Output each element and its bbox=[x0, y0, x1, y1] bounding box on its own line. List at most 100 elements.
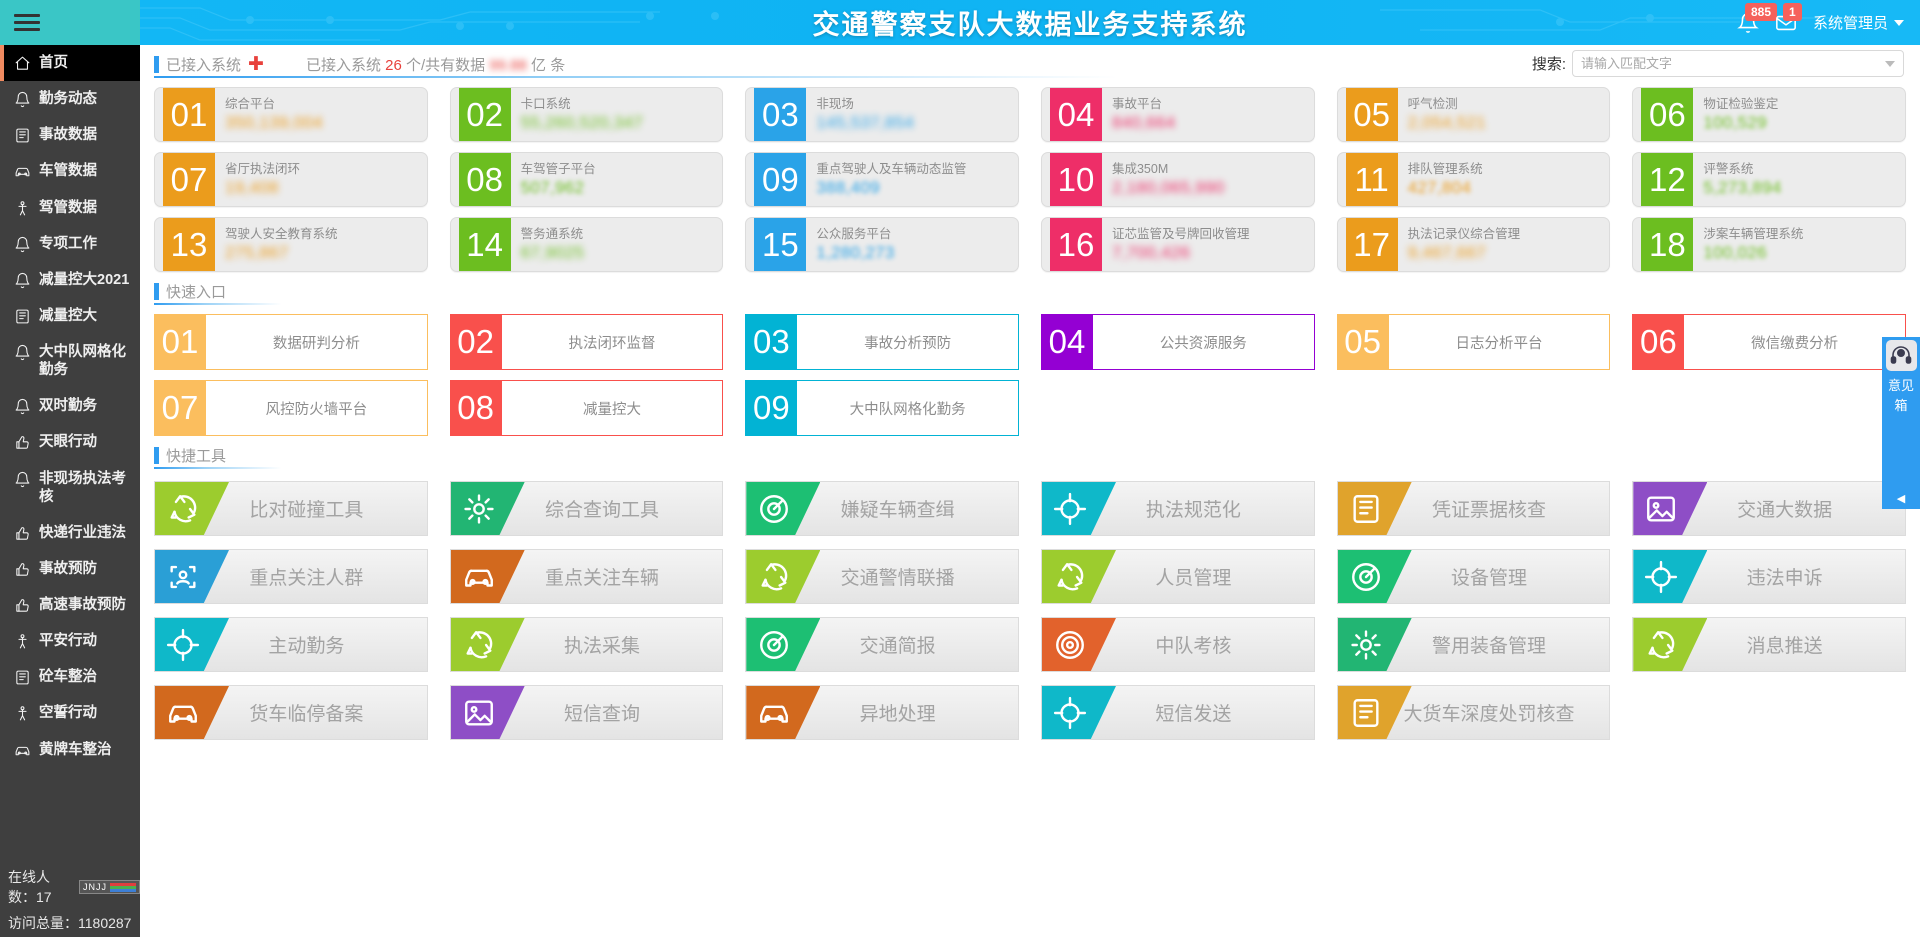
system-card-04[interactable]: 04 事故平台 840,664 bbox=[1040, 87, 1315, 142]
top-bar: 交通警察支队大数据业务支持系统 885 1 系统管理员 bbox=[0, 0, 1920, 45]
sidebar-item-6[interactable]: 减量控大2021 bbox=[0, 262, 140, 298]
system-card-05[interactable]: 05 呼气检测 2,054,521 bbox=[1336, 87, 1611, 142]
sidebar-item-5[interactable]: 专项工作 bbox=[0, 226, 140, 262]
system-card-11[interactable]: 11 排队管理系统 427,804 bbox=[1336, 152, 1611, 207]
add-system-icon[interactable]: ✚ bbox=[248, 53, 264, 75]
quick-entry-card-04[interactable]: 04 公共资源服务 bbox=[1040, 314, 1315, 370]
sidebar-item-3[interactable]: 车管数据 bbox=[0, 153, 140, 189]
system-card-08[interactable]: 08 车驾管子平台 507,962 bbox=[449, 152, 724, 207]
system-card-15[interactable]: 15 公众服务平台 1,280,273 bbox=[745, 217, 1019, 272]
user-menu[interactable]: 系统管理员 bbox=[1813, 12, 1904, 33]
quick-entry-label: 事故分析预防 bbox=[797, 314, 1019, 370]
sidebar-item-label: 非现场执法考核 bbox=[39, 470, 126, 505]
sidebar-item-13[interactable]: 事故预防 bbox=[0, 551, 140, 587]
system-card-12[interactable]: 12 评警系统 5,273,894 bbox=[1632, 152, 1906, 207]
sidebar-item-0[interactable]: 首页 bbox=[0, 45, 140, 82]
quick-entry-card-09[interactable]: 09 大中队网格化勤务 bbox=[745, 380, 1019, 436]
tool-card-9[interactable]: 人员管理 bbox=[1040, 549, 1315, 604]
system-card-16[interactable]: 16 证芯监管及号牌回收管理 7,700,426 bbox=[1040, 217, 1315, 272]
sidebar-item-12[interactable]: 快递行业违法 bbox=[0, 515, 140, 551]
tool-card-0[interactable]: 比对碰撞工具 bbox=[154, 481, 428, 536]
tool-card-5[interactable]: 交通大数据 bbox=[1632, 481, 1906, 536]
tool-card-14[interactable]: 交通简报 bbox=[745, 617, 1019, 672]
sidebar-item-2[interactable]: 事故数据 bbox=[0, 117, 140, 153]
sidebar-item-7[interactable]: 减量控大 bbox=[0, 298, 140, 334]
tool-card-2[interactable]: 嫌疑车辆查缉 bbox=[745, 481, 1019, 536]
quick-entry-card-03[interactable]: 03 事故分析预防 bbox=[745, 314, 1019, 370]
system-card-name: 呼气检测 bbox=[1407, 97, 1458, 111]
tool-label: 短信查询 bbox=[563, 704, 640, 725]
tool-card-3[interactable]: 执法规范化 bbox=[1040, 481, 1315, 536]
system-card-06[interactable]: 06 物证检验鉴定 100,529 bbox=[1632, 87, 1906, 142]
chevron-down-icon[interactable] bbox=[1885, 60, 1895, 67]
system-card-value: 427,804 bbox=[1407, 178, 1472, 197]
sidebar-item-14[interactable]: 高速事故预防 bbox=[0, 587, 140, 623]
system-card-name: 排队管理系统 bbox=[1407, 162, 1483, 176]
collapse-arrow-icon[interactable]: ◀ bbox=[1896, 493, 1906, 505]
system-card-17[interactable]: 17 执法记录仪综合管理 9,467,667 bbox=[1336, 217, 1611, 272]
system-card-14[interactable]: 14 警务通系统 67,9025 bbox=[449, 217, 724, 272]
sidebar-item-18[interactable]: 黄牌车整治 bbox=[0, 732, 140, 768]
system-card-18[interactable]: 18 涉案车辆管理系统 100,026 bbox=[1632, 217, 1906, 272]
tool-label: 货车临停备案 bbox=[249, 704, 364, 725]
hamburger-icon[interactable] bbox=[14, 10, 40, 35]
recycle-icon bbox=[1057, 562, 1084, 590]
tool-card-8[interactable]: 交通警情联播 bbox=[745, 549, 1019, 604]
tool-card-21[interactable]: 短信发送 bbox=[1040, 685, 1315, 740]
tool-card-13[interactable]: 执法采集 bbox=[449, 617, 724, 672]
tool-card-1[interactable]: 综合查询工具 bbox=[449, 481, 724, 536]
tool-card-10[interactable]: 设备管理 bbox=[1336, 549, 1611, 604]
system-card-13[interactable]: 13 驾驶人安全教育系统 275,867 bbox=[154, 217, 428, 272]
sidebar: 首页 勤务动态 事故数据 车管数据 驾管数据 专项工作 减量控大2021 减量控大 大中队网格化… bbox=[0, 45, 140, 937]
system-card-07[interactable]: 07 省厅执法闭环 19,408 bbox=[154, 152, 428, 207]
sidebar-item-8[interactable]: 大中队网格化勤务 bbox=[0, 334, 140, 388]
sidebar-item-10[interactable]: 天眼行动 bbox=[0, 424, 140, 460]
search-input[interactable] bbox=[1581, 56, 1885, 71]
person-icon bbox=[18, 200, 27, 215]
tool-card-15[interactable]: 中队考核 bbox=[1040, 617, 1315, 672]
quick-entry-card-08[interactable]: 08 减量控大 bbox=[449, 380, 724, 436]
system-card-01[interactable]: 01 综合平台 350,139,004 bbox=[154, 87, 428, 142]
quick-entry-card-06[interactable]: 06 微信缴费分析 bbox=[1632, 314, 1906, 370]
quick-entry-card-07[interactable]: 07 风控防火墙平台 bbox=[154, 380, 428, 436]
sidebar-item-16[interactable]: 砼车整治 bbox=[0, 659, 140, 695]
tool-card-22[interactable]: 大货车深度处罚核查 bbox=[1336, 685, 1611, 740]
tool-card-18[interactable]: 货车临停备案 bbox=[154, 685, 428, 740]
quick-entry-card-02[interactable]: 02 执法闭环监督 bbox=[449, 314, 724, 370]
quick-entry-number: 06 bbox=[1632, 314, 1685, 370]
sidebar-item-9[interactable]: 双时勤务 bbox=[0, 388, 140, 424]
system-card-03[interactable]: 03 非现场 145,537,854 bbox=[745, 87, 1019, 142]
search-box[interactable] bbox=[1572, 50, 1904, 77]
tool-card-7[interactable]: 重点关注车辆 bbox=[449, 549, 724, 604]
total-visits-label: 访问总量：1180287 bbox=[8, 915, 132, 931]
system-card-value: 100,529 bbox=[1703, 113, 1767, 132]
tool-card-12[interactable]: 主动勤务 bbox=[154, 617, 428, 672]
notifications-button[interactable]: 885 bbox=[1737, 2, 1778, 34]
sidebar-item-15[interactable]: 平安行动 bbox=[0, 623, 140, 659]
quick-entry-number: 01 bbox=[154, 314, 206, 370]
system-card-10[interactable]: 10 集成350M 2,180,065,990 bbox=[1040, 152, 1315, 207]
online-count-label: 在线人数：17 bbox=[8, 869, 52, 905]
feedback-rail[interactable]: 意见箱 ◀ bbox=[1882, 337, 1920, 509]
tool-card-19[interactable]: 短信查询 bbox=[449, 685, 724, 740]
tool-card-17[interactable]: 消息推送 bbox=[1632, 617, 1906, 672]
messages-button[interactable]: 1 bbox=[1775, 2, 1802, 34]
quick-entry-card-05[interactable]: 05 日志分析平台 bbox=[1336, 314, 1611, 370]
tool-label: 短信发送 bbox=[1155, 704, 1232, 725]
system-card-value: 350,139,004 bbox=[225, 113, 323, 132]
system-card-02[interactable]: 02 卡口系统 55,260,520,347 bbox=[449, 87, 724, 142]
tool-card-4[interactable]: 凭证票据核查 bbox=[1336, 481, 1611, 536]
quick-entry-card-01[interactable]: 01 数据研判分析 bbox=[154, 314, 428, 370]
tool-card-11[interactable]: 违法申诉 bbox=[1632, 549, 1906, 604]
tools-section-header: 快捷工具 bbox=[154, 443, 1906, 467]
sidebar-item-11[interactable]: 非现场执法考核 bbox=[0, 461, 140, 515]
tool-card-16[interactable]: 警用装备管理 bbox=[1336, 617, 1611, 672]
tool-card-6[interactable]: 重点关注人群 bbox=[154, 549, 428, 604]
sidebar-item-4[interactable]: 驾管数据 bbox=[0, 190, 140, 226]
sidebar-item-1[interactable]: 勤务动态 bbox=[0, 81, 140, 117]
sidebar-item-17[interactable]: 空誓行动 bbox=[0, 695, 140, 731]
system-card-09[interactable]: 09 重点驾驶人及车辆动态监管 388,409 bbox=[745, 152, 1019, 207]
system-card-name: 省厅执法闭环 bbox=[225, 162, 301, 176]
tool-card-20[interactable]: 异地处理 bbox=[745, 685, 1019, 740]
tool-label: 凭证票据核查 bbox=[1431, 500, 1546, 521]
